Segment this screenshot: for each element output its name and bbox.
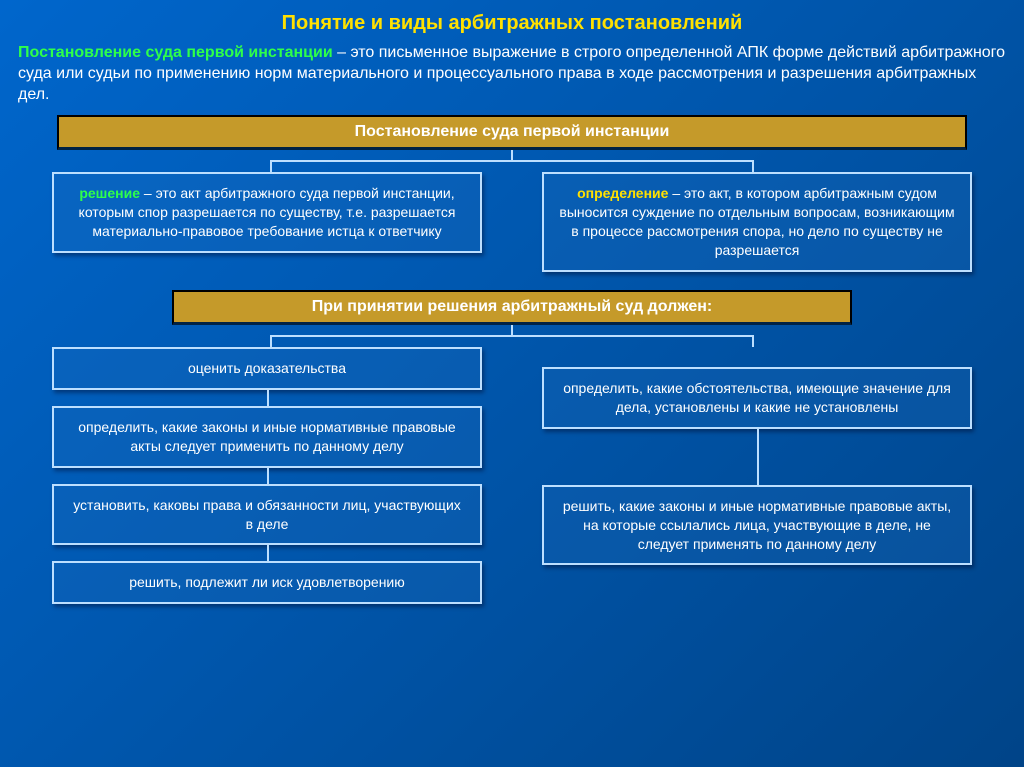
left-col: оценить доказательства определить, какие… [52, 347, 482, 604]
intro-paragraph: Постановление суда первой инстанции – эт… [0, 35, 1024, 115]
definition-row: решение – это акт арбитражного суда перв… [0, 172, 1024, 272]
left-item-2: установить, каковы права и обязанности л… [52, 484, 482, 546]
connector-h2 [0, 325, 1024, 347]
page-title: Понятие и виды арбитражных постановлений [0, 0, 1024, 35]
right-col: определить, какие обстоятельства, имеющи… [542, 347, 972, 565]
header-bar-1: Постановление суда первой инстанции [57, 115, 967, 150]
intro-lead: Постановление суда первой инстанции [18, 44, 333, 61]
right-item-0: определить, какие обстоятельства, имеющи… [542, 367, 972, 429]
box-definition: определение – это акт, в котором арбитра… [542, 172, 972, 272]
left-item-3: решить, подлежит ли иск удовлетворению [52, 561, 482, 604]
box-decision: решение – это акт арбитражного суда перв… [52, 172, 482, 253]
duties-row: оценить доказательства определить, какие… [0, 347, 1024, 604]
kw-definition: определение [577, 185, 668, 201]
left-item-1: определить, какие законы и иные норматив… [52, 406, 482, 468]
kw-decision: решение [79, 185, 140, 201]
header-bar-2: При принятии решения арбитражный суд дол… [172, 290, 852, 325]
left-item-0: оценить доказательства [52, 347, 482, 390]
right-item-1: решить, какие законы и иные нормативные … [542, 485, 972, 566]
connector-h1 [0, 150, 1024, 172]
